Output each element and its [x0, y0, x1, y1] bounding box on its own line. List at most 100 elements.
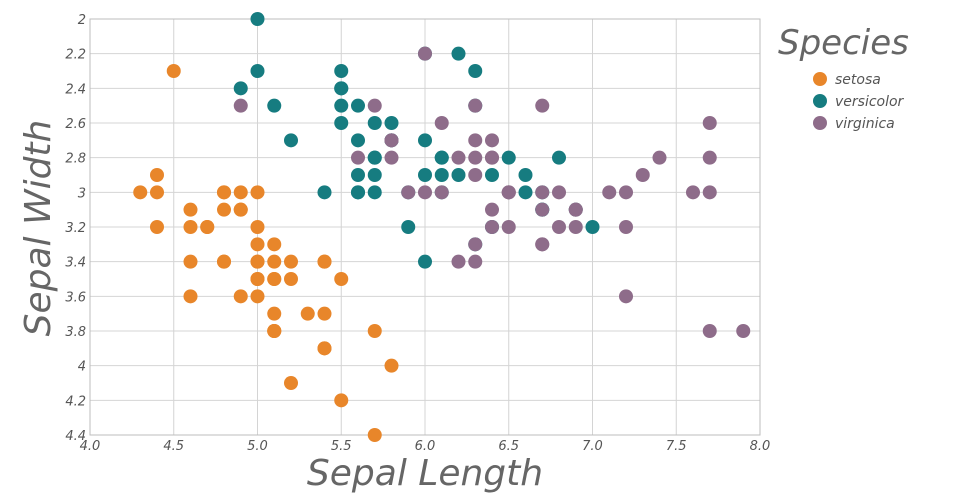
data-point-versicolor — [351, 185, 365, 200]
data-point-versicolor — [233, 81, 248, 96]
data-point-virginica — [485, 133, 499, 148]
data-point-setosa — [133, 185, 148, 200]
legend-marker-setosa — [813, 72, 827, 86]
data-point-versicolor — [418, 254, 432, 269]
data-point-setosa — [183, 289, 198, 304]
data-point-virginica — [468, 237, 483, 252]
y-tick-label: 3.4 — [65, 256, 86, 271]
data-point-setosa — [267, 324, 282, 338]
legend-marker-virginica — [813, 116, 827, 130]
data-point-virginica — [619, 289, 633, 304]
data-point-versicolor — [518, 185, 533, 200]
data-point-virginica — [418, 46, 432, 61]
data-point-versicolor — [434, 150, 449, 165]
y-tick-label: 4.2 — [65, 394, 86, 409]
data-point-setosa — [183, 254, 198, 269]
data-point-versicolor — [552, 150, 566, 165]
y-tick-label: 3.2 — [65, 221, 86, 236]
y-tick-label: 3.6 — [65, 290, 86, 305]
data-point-versicolor — [585, 220, 600, 234]
data-point-setosa — [150, 185, 164, 200]
y-tick-label: 2.8 — [65, 152, 86, 167]
x-tick-label: 5.0 — [247, 439, 268, 454]
data-point-virginica — [384, 150, 399, 165]
data-point-virginica — [434, 116, 449, 130]
data-point-versicolor — [284, 133, 298, 148]
data-point-versicolor — [351, 168, 365, 182]
data-point-virginica — [602, 185, 617, 200]
x-tick-label: 8.0 — [750, 439, 771, 454]
legend-marker-versicolor — [813, 94, 827, 108]
data-point-setosa — [250, 220, 265, 234]
y-axis-title: Sepal Width — [18, 120, 59, 337]
data-point-virginica — [686, 185, 700, 200]
data-point-virginica — [468, 98, 483, 113]
y-tick-label: 3 — [78, 186, 86, 201]
y-tick-label: 2.4 — [65, 82, 86, 97]
data-point-versicolor — [334, 81, 349, 96]
data-point-setosa — [233, 185, 248, 200]
legend-label-versicolor: versicolor — [835, 94, 905, 110]
data-point-versicolor — [451, 46, 466, 61]
data-point-virginica — [702, 324, 717, 338]
data-point-virginica — [367, 98, 382, 113]
data-point-setosa — [217, 202, 231, 217]
data-point-virginica — [485, 202, 499, 217]
series-versicolor — [233, 12, 600, 269]
data-point-setosa — [200, 220, 215, 234]
data-point-virginica — [468, 168, 483, 182]
data-point-virginica — [401, 185, 416, 200]
data-point-versicolor — [351, 133, 365, 148]
data-point-setosa — [250, 289, 265, 304]
data-point-virginica — [434, 185, 449, 200]
data-point-setosa — [217, 254, 231, 269]
data-point-versicolor — [250, 12, 265, 26]
legend-label-setosa: setosa — [835, 72, 881, 88]
data-point-virginica — [485, 220, 499, 234]
data-point-virginica — [535, 202, 550, 217]
x-tick-label: 6.0 — [415, 439, 436, 454]
data-point-versicolor — [468, 64, 483, 78]
x-tick-label: 7.5 — [666, 439, 687, 454]
data-point-setosa — [367, 428, 382, 442]
x-axis-ticks: 4.0 4.5 5.0 5.5 6.0 6.5 7.0 7.5 8.0 — [80, 439, 771, 454]
data-point-virginica — [619, 185, 633, 200]
data-point-setosa — [334, 272, 349, 286]
data-point-versicolor — [418, 133, 432, 148]
data-point-setosa — [183, 202, 198, 217]
legend-label-virginica: virginica — [835, 116, 895, 132]
data-point-setosa — [150, 220, 164, 234]
data-point-virginica — [736, 324, 751, 338]
data-point-virginica — [451, 254, 466, 269]
data-point-versicolor — [485, 168, 499, 182]
data-point-setosa — [267, 254, 282, 269]
data-point-setosa — [267, 237, 282, 252]
x-tick-label: 4.0 — [80, 439, 101, 454]
data-point-setosa — [300, 306, 315, 321]
data-point-setosa — [250, 272, 265, 286]
data-point-versicolor — [401, 220, 416, 234]
data-point-virginica — [485, 150, 499, 165]
x-axis-title: Sepal Length — [307, 453, 543, 494]
data-point-versicolor — [367, 168, 382, 182]
x-tick-label: 7.0 — [582, 439, 603, 454]
x-tick-label: 4.5 — [163, 439, 184, 454]
data-point-setosa — [317, 306, 332, 321]
data-point-virginica — [619, 220, 633, 234]
data-point-virginica — [501, 220, 516, 234]
data-point-virginica — [501, 185, 516, 200]
series-virginica — [233, 46, 751, 338]
data-point-virginica — [702, 116, 717, 130]
data-point-versicolor — [334, 64, 349, 78]
data-point-setosa — [317, 254, 332, 269]
data-point-setosa — [233, 202, 248, 217]
data-point-virginica — [384, 133, 399, 148]
data-point-virginica — [568, 220, 583, 234]
data-point-versicolor — [334, 116, 349, 130]
data-point-versicolor — [367, 116, 382, 130]
data-point-virginica — [535, 237, 550, 252]
data-point-virginica — [635, 168, 650, 182]
data-point-setosa — [250, 254, 265, 269]
y-tick-label: 2.6 — [65, 117, 86, 132]
